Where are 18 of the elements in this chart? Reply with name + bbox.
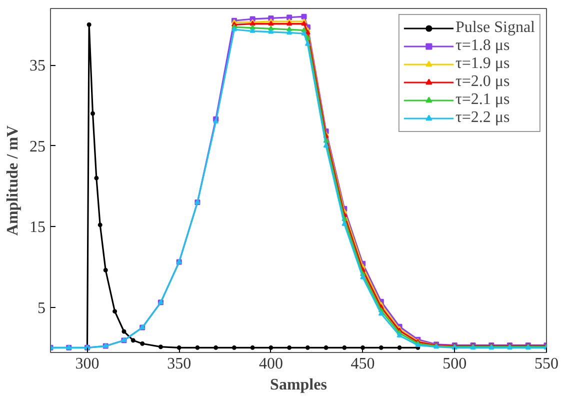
x-axis-title: Samples xyxy=(270,376,327,394)
legend-label: τ=2.0 μs xyxy=(455,73,510,91)
x-tick-label: 300 xyxy=(75,356,100,372)
x-tick-label: 500 xyxy=(442,356,467,372)
x-tick-label: 400 xyxy=(258,356,283,372)
y-tick-label: 15 xyxy=(30,219,46,236)
legend-label: τ=1.8 μs xyxy=(455,37,510,55)
y-tick-label: 35 xyxy=(30,58,46,75)
legend-label: τ=2.2 μs xyxy=(455,109,510,127)
legend-label: τ=2.1 μs xyxy=(455,91,510,109)
x-tick-label: 550 xyxy=(534,356,558,372)
x-tick-label: 450 xyxy=(350,356,375,372)
legend-label: Pulse Signal xyxy=(455,19,535,37)
y-tick-label: 25 xyxy=(30,138,46,156)
y-tick-label: 5 xyxy=(38,300,46,317)
y-axis-title: Amplitude / mV xyxy=(4,124,22,236)
legend-label: τ=1.9 μs xyxy=(455,55,510,73)
x-tick-label: 350 xyxy=(167,356,192,372)
